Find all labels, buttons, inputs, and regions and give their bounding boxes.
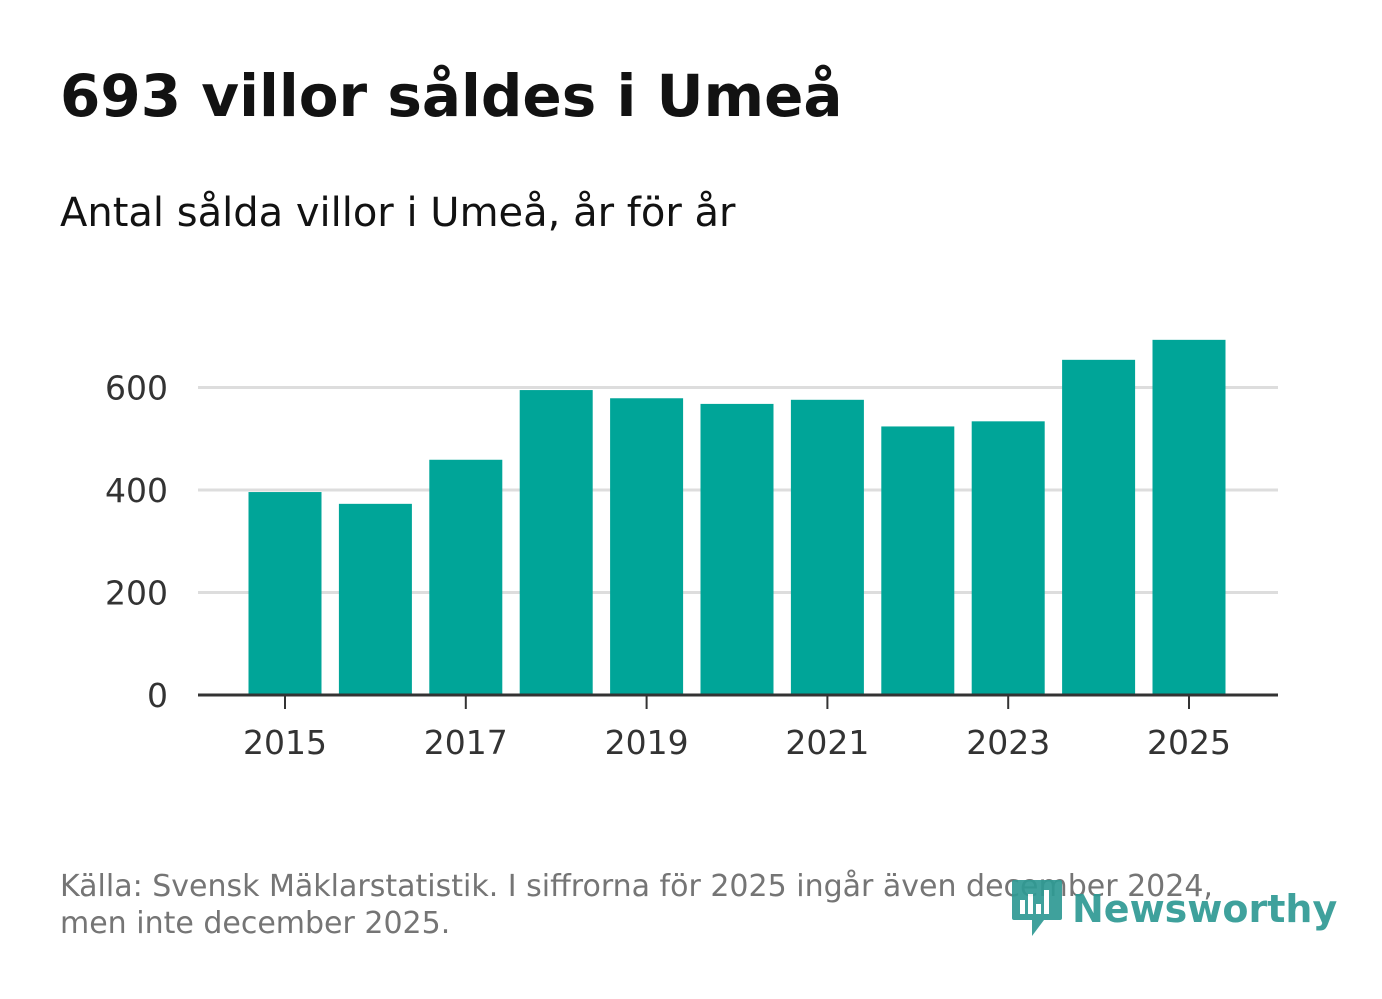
- bar-2019: [610, 398, 684, 695]
- bar-2024: [1062, 359, 1136, 695]
- x-tick-label-2017: 2017: [424, 723, 508, 762]
- source-line-2: men inte december 2025.: [60, 906, 451, 941]
- x-tick-label-2023: 2023: [966, 723, 1050, 762]
- bar-chart-speech-bubble-icon: [1012, 880, 1062, 936]
- bar-2023: [971, 421, 1045, 695]
- logo-text: Newsworthy: [1072, 887, 1338, 931]
- bar-2016: [338, 503, 412, 695]
- chart-subtitle: Antal sålda villor i Umeå, år för år: [60, 190, 736, 236]
- bar-2020: [700, 403, 774, 695]
- y-tick-label-600: 600: [105, 369, 168, 408]
- chart-title: 693 villor såldes i Umeå: [60, 62, 843, 130]
- y-tick-label-0: 0: [147, 676, 168, 715]
- y-tick-label-200: 200: [105, 574, 168, 613]
- x-tick-label-2021: 2021: [785, 723, 869, 762]
- y-tick-label-400: 400: [105, 471, 168, 510]
- bar-2022: [881, 426, 955, 695]
- x-tick-label-2025: 2025: [1147, 723, 1231, 762]
- x-tick-label-2015: 2015: [243, 723, 327, 762]
- bar-2025: [1152, 339, 1226, 695]
- bar-2017: [429, 459, 503, 695]
- bar-2021: [790, 399, 864, 695]
- newsworthy-logo: Newsworthy: [1010, 878, 1337, 940]
- x-tick-label-2019: 2019: [605, 723, 689, 762]
- bar-2015: [248, 492, 322, 695]
- bar-2018: [519, 390, 593, 695]
